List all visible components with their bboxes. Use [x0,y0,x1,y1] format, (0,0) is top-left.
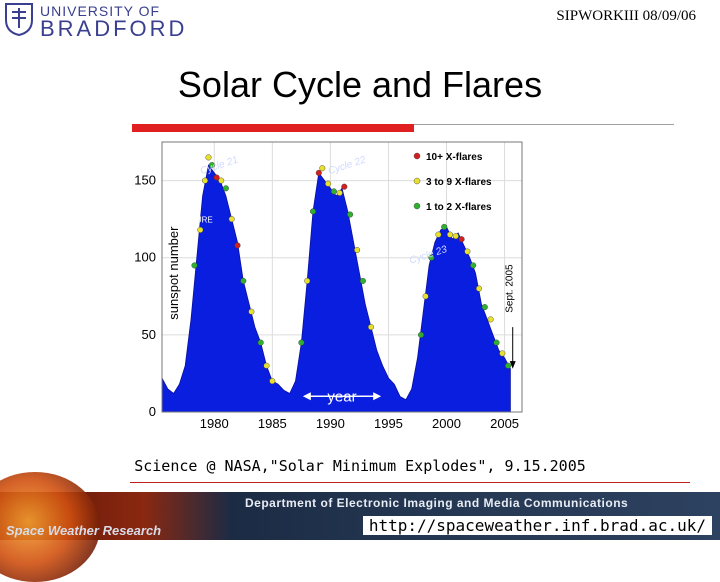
flare-point-13 [263,362,270,369]
flare-point-43 [505,362,512,369]
conference-label: SIPWORKIII 08/09/06 [556,8,696,24]
flare-point-38 [476,285,483,292]
flare-point-34 [452,233,459,240]
flare-point-35 [458,236,465,243]
feature-annotation: FEATURE [176,196,213,225]
flare-point-24 [347,211,354,218]
x-tick-label-5: 2005 [490,416,519,431]
legend-marker-0 [413,152,421,160]
x-tick-label-4: 2000 [432,416,461,431]
flare-point-32 [441,223,448,230]
feature-label: FEATURE [176,216,213,225]
flare-point-16 [304,277,311,284]
logo-line-2: BRADFORD [40,16,188,41]
legend-label-1: 3 to 9 X-flares [426,177,492,188]
plot-border [161,141,523,413]
y-tick-label-2: 100 [134,250,156,265]
department-label: Department of Electronic Imaging and Med… [245,496,629,510]
x-ticks: 1980 1985 1990 1995 2000 2005 [200,416,519,431]
flare-point-15 [298,339,305,346]
title-rule-grey [414,124,674,125]
flare-point-37 [470,262,477,269]
flare-point-4 [208,162,215,169]
flare-point-31 [435,231,442,238]
x-tick-label-3: 1995 [374,416,403,431]
flare-point-39 [481,304,488,311]
x-tick-label-2: 1990 [316,416,345,431]
title-rule-red [132,124,414,132]
flare-point-28 [418,331,425,338]
y-tick-label-0: 0 [149,404,156,419]
flare-point-11 [248,308,255,315]
flare-point-21 [330,188,337,195]
y-tick-label-1: 50 [142,327,156,342]
flare-point-6 [218,177,225,184]
flare-point-5 [213,174,220,181]
flare-point-22 [336,189,343,196]
x-axis-label: year [327,388,356,405]
logo-line-1: UNIVERSITY OF [40,3,161,19]
flare-point-42 [499,350,506,357]
website-link[interactable]: http://spaceweather.inf.brad.ac.uk/ [362,516,712,535]
legend-marker-1 [413,177,421,185]
sept-label: Sept. 2005 [505,264,516,313]
flare-point-8 [228,216,235,223]
flare-point-17 [309,208,316,215]
flare-point-0 [191,262,198,269]
flare-point-9 [234,242,241,249]
flare-point-23 [341,183,348,190]
x-tick-label-0: 1980 [200,416,229,431]
flare-point-25 [354,246,361,253]
slide-title: Solar Cycle and Flares [177,64,543,105]
flare-point-41 [493,339,500,346]
flare-point-1 [197,226,204,233]
flare-point-30 [428,254,435,261]
sept-annotation: Sept. 2005 [505,264,516,369]
y-ticks: 0 50 100 150 [134,173,156,419]
flare-point-3 [205,154,212,161]
footer-separator [130,482,690,483]
university-logo: UNIVERSITY OF BRADFORD [4,2,184,41]
legend-label-0: 10+ X-flares [426,152,483,163]
legend: 10+ X-flares 3 to 9 X-flares 1 to 2 X-flar… [413,152,492,213]
flare-point-18 [315,169,322,176]
flare-point-19 [319,165,326,172]
flare-point-12 [257,339,264,346]
footer-banner: Department of Electronic Imaging and Med… [0,472,720,582]
flare-point-29 [422,293,429,300]
flare-point-20 [325,180,332,187]
y-tick-label-3: 150 [134,173,156,188]
source-caption: Science @ NASA,"Solar Minimum Explodes",… [134,457,586,475]
flare-point-33 [447,231,454,238]
flare-point-7 [222,185,229,192]
x-tick-label-1: 1985 [258,416,287,431]
year-annotation: year [302,388,382,405]
legend-marker-2 [413,202,421,210]
flare-point-26 [359,277,366,284]
flare-point-27 [367,324,374,331]
flare-point-10 [240,277,247,284]
flare-point-40 [487,316,494,323]
crest-icon [5,3,33,36]
group-label: Space Weather Research [6,523,162,538]
flare-markers [191,154,512,385]
flare-point-2 [201,177,208,184]
flare-point-36 [464,248,471,255]
flare-point-14 [269,378,276,385]
legend-label-2: 1 to 2 X-flares [426,202,492,213]
y-axis-label: sunspot number [166,226,181,320]
